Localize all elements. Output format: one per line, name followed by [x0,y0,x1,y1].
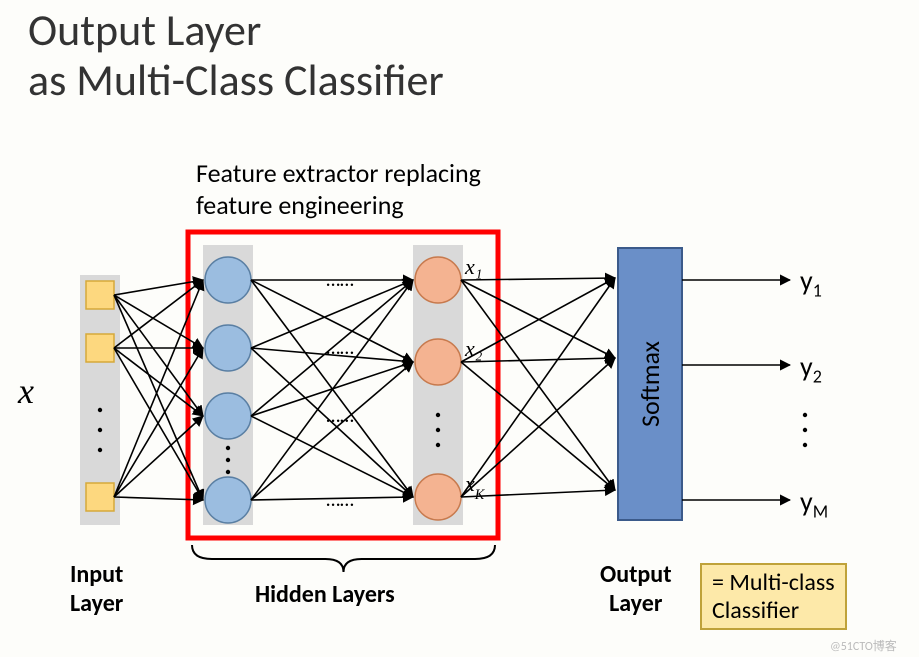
multiclass-line1: = Multi-class [712,569,835,597]
svg-text:……: …… [326,488,354,512]
svg-text:……: …… [326,404,354,428]
input-layer-label: Input Layer [70,560,123,618]
svg-text:x₁: x₁ [464,254,482,279]
multiclass-classifier-box: = Multi-class Classifier [700,563,847,630]
svg-text:Softmax: Softmax [634,341,666,427]
output-ym: yM [800,484,828,523]
output-layer-label: Output Layer [600,560,672,618]
output-y1: y1 [800,263,822,302]
watermark: @51CTO博客 [830,637,897,654]
svg-text:x₂: x₂ [464,336,483,361]
output-y2: y2 [800,349,822,388]
multiclass-line2: Classifier [712,597,835,625]
svg-text:……: …… [326,268,354,292]
svg-text:……: …… [326,336,354,360]
network-diagram: x₁x₂xKSoftmax…………………… [0,0,919,657]
hidden-layers-label: Hidden Layers [255,580,395,609]
